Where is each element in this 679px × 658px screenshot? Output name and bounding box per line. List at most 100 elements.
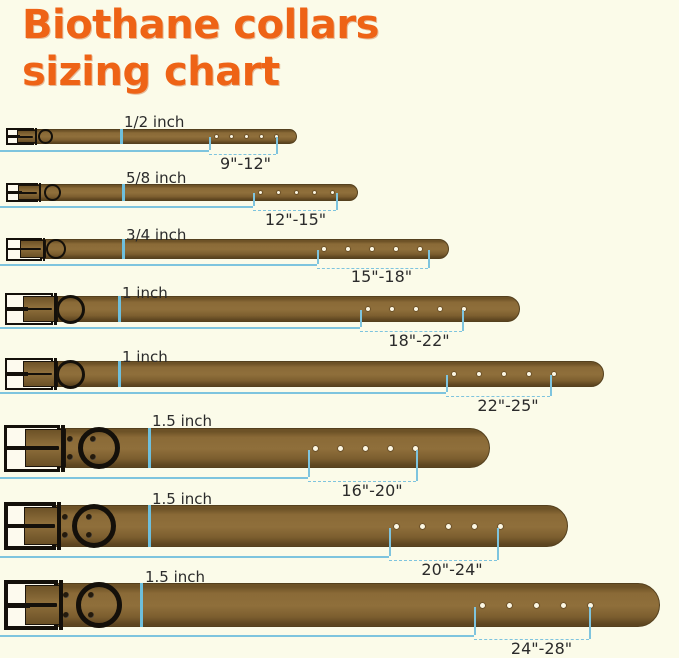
collar-strap <box>8 296 520 322</box>
strap-rivet <box>63 611 69 618</box>
measurement-dash-span <box>474 639 589 640</box>
strap-hole <box>366 306 371 312</box>
width-label: 5/8 inch <box>126 169 187 187</box>
measurement-baseline <box>0 327 360 329</box>
strap-hole <box>331 190 335 195</box>
measurement-baseline <box>0 150 209 152</box>
d-ring <box>78 427 120 469</box>
buckle-right-edge <box>42 237 46 261</box>
buckle-right-edge <box>53 358 57 390</box>
strap-hole <box>338 445 343 451</box>
strap-rivet <box>67 436 73 443</box>
strap-hole <box>346 247 350 251</box>
buckle-right-edge <box>59 580 64 630</box>
width-label: 1 inch <box>122 284 168 302</box>
measurement-tick-end <box>462 310 464 331</box>
strap-hole <box>260 135 263 138</box>
strap-hole <box>414 306 419 312</box>
page-title: Biothane collars sizing chart <box>22 2 379 95</box>
strap-hole <box>452 371 457 377</box>
strap-hole <box>245 135 248 138</box>
width-label: 1/2 inch <box>124 113 185 131</box>
width-label: 3/4 inch <box>126 226 187 244</box>
collar-strap <box>8 239 449 259</box>
buckle-tongue <box>13 524 55 528</box>
width-label: 1 inch <box>122 348 168 366</box>
strap-hole <box>502 371 507 377</box>
neck-range-label: 24"-28" <box>510 639 573 658</box>
buckle-right-edge <box>38 183 42 202</box>
buckle-right-edge <box>57 502 62 550</box>
measurement-baseline <box>0 635 474 637</box>
neck-range-label: 16"-20" <box>341 481 403 500</box>
strap-hole <box>446 523 451 529</box>
width-indicator-line <box>120 129 123 144</box>
measurement-baseline <box>0 392 446 394</box>
strap-hole <box>480 602 485 608</box>
strap-hole <box>322 247 326 251</box>
d-ring <box>76 582 122 628</box>
measurement-baseline <box>0 264 317 266</box>
width-label: 1.5 inch <box>152 412 213 430</box>
measurement-tick-end <box>550 375 552 396</box>
width-indicator-line <box>118 296 121 322</box>
measurement-tick-start <box>474 607 476 635</box>
measurement-tick-start <box>209 137 211 150</box>
buckle-tongue <box>13 372 53 376</box>
strap-hole <box>413 445 418 451</box>
strap-hole <box>363 445 368 451</box>
neck-range-label: 18"-22" <box>388 331 450 350</box>
measurement-baseline <box>0 477 308 479</box>
neck-range-label: 9"-12" <box>219 154 272 173</box>
measurement-tick-end <box>416 450 418 481</box>
measurement-tick-start <box>308 450 310 477</box>
strap-hole <box>394 247 398 251</box>
buckle-tongue <box>13 603 57 607</box>
measurement-dash-span <box>317 268 428 269</box>
width-indicator-line <box>122 184 125 201</box>
strap-hole <box>370 247 374 251</box>
buckle-tongue <box>14 446 59 450</box>
width-indicator-line <box>122 239 125 259</box>
measurement-dash-span <box>308 481 416 482</box>
d-ring <box>56 294 85 324</box>
neck-range-label: 20"-24" <box>421 560 483 579</box>
neck-range-label: 15"-18" <box>350 267 413 286</box>
width-indicator-line <box>148 428 151 468</box>
strap-hole <box>277 190 281 195</box>
measurement-tick-end <box>428 250 430 268</box>
width-indicator-line <box>140 583 143 627</box>
width-indicator-line <box>148 505 151 547</box>
strap-hole <box>534 602 539 608</box>
measurement-tick-start <box>317 250 319 264</box>
d-ring <box>46 239 66 259</box>
collar-strap <box>8 361 604 387</box>
neck-range-label: 12"-15" <box>264 210 327 229</box>
strap-hole <box>477 371 482 377</box>
buckle-right-edge <box>61 424 66 472</box>
strap-hole <box>275 135 278 138</box>
strap-hole <box>390 306 395 312</box>
measurement-tick-start <box>389 528 391 556</box>
strap-hole <box>561 602 566 608</box>
neck-range-label: 22"-25" <box>477 396 539 415</box>
strap-hole <box>438 306 443 312</box>
strap-hole <box>259 190 263 195</box>
measurement-dash-span <box>389 560 497 561</box>
strap-rivet <box>67 453 73 460</box>
strap-hole <box>418 247 422 251</box>
strap-hole <box>394 523 399 529</box>
strap-rivet <box>63 592 69 599</box>
strap-hole <box>230 135 233 138</box>
measurement-dash-span <box>446 396 550 397</box>
strap-hole <box>527 371 532 377</box>
buckle-tongue <box>12 248 42 250</box>
buckle-tongue <box>11 135 34 138</box>
strap-hole <box>420 523 425 529</box>
measurement-baseline <box>0 556 389 558</box>
strap-hole <box>472 523 477 529</box>
d-ring <box>56 359 85 389</box>
measurement-dash-span <box>360 331 462 332</box>
strap-hole <box>295 190 299 195</box>
measurement-dash-span <box>209 154 276 155</box>
